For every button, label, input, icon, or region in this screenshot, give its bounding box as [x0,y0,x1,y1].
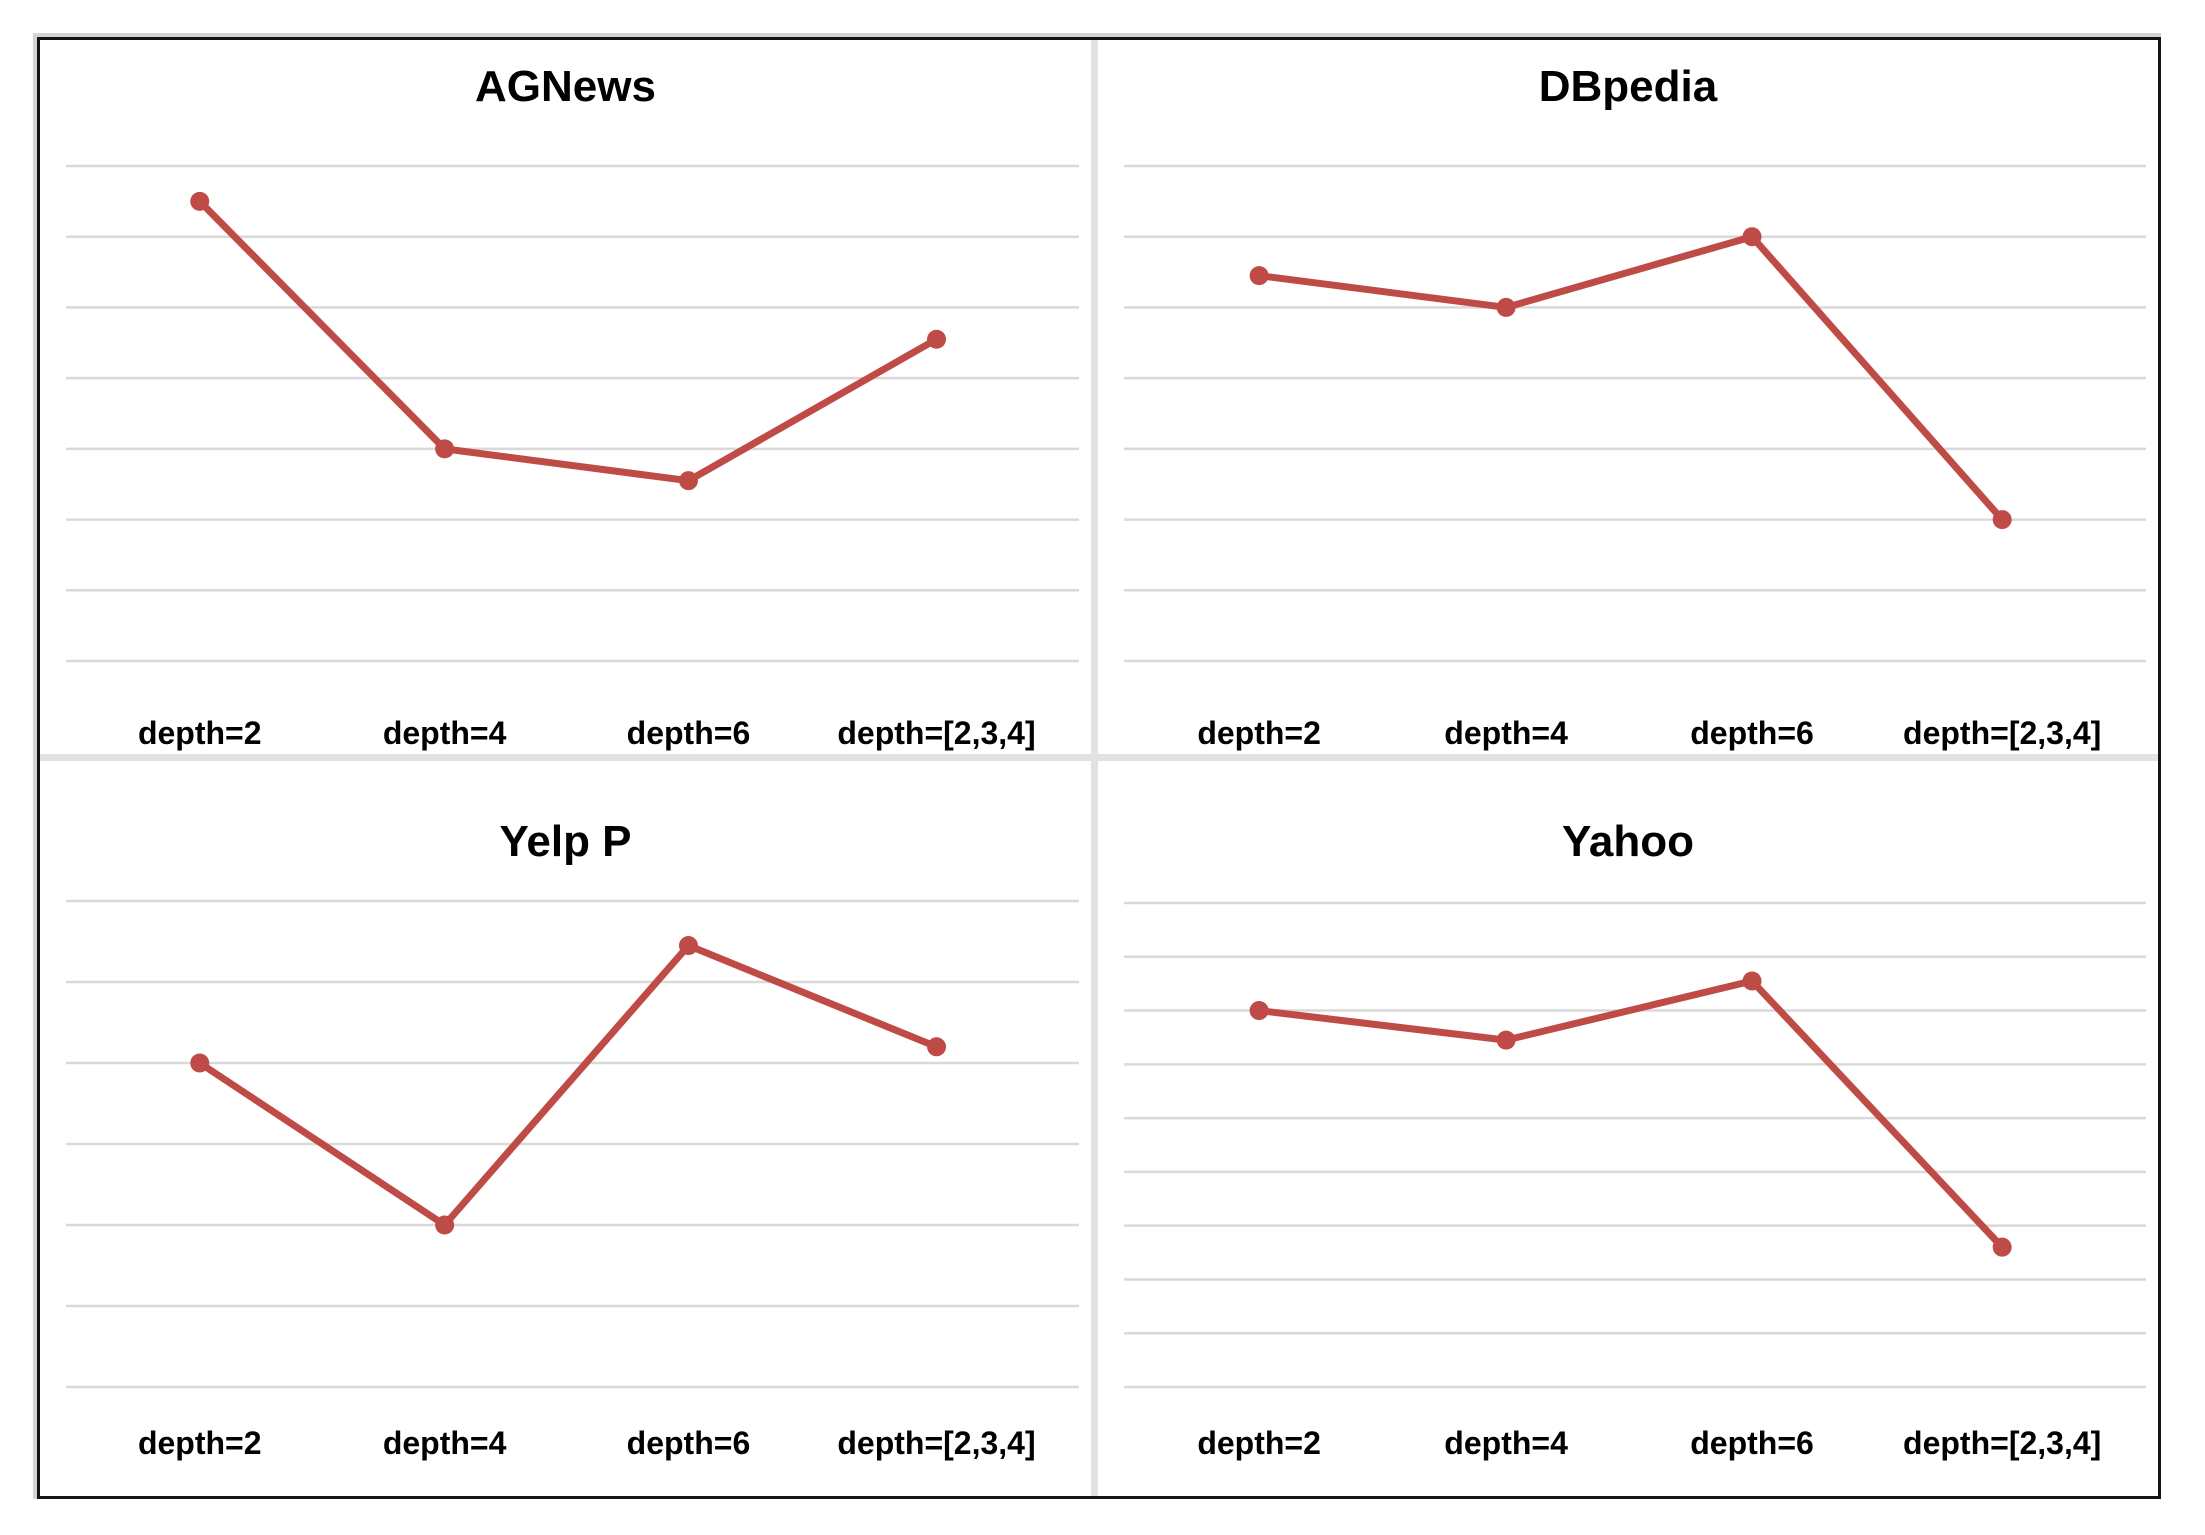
x-tick-label: depth=4 [1444,1425,1568,1461]
data-point-marker [435,439,455,459]
line-chart-yahoo [1124,901,2146,1389]
x-tick-label: depth=[2,3,4] [837,715,1036,751]
x-tick-label: depth=4 [382,1425,507,1461]
chart-title-yahoo: Yahoo [1561,817,1695,866]
line-chart-dbpedia [1124,164,2146,663]
data-point-marker [1496,297,1516,317]
x-tick-label: depth=6 [626,715,751,751]
x-tick-label: depth=2 [137,1425,262,1461]
data-point-marker [1742,971,1762,991]
chart-title-dbpedia: DBpedia [1538,62,1718,111]
data-point-marker [1496,1030,1516,1050]
data-point-marker [678,471,698,491]
data-point-marker [1249,1001,1269,1021]
data-point-marker [190,191,210,211]
chart-title-agnews: AGNews [475,62,656,111]
series-line [196,197,941,485]
x-tick-label: depth=2 [1197,715,1321,751]
series-line [196,942,941,1229]
x-tick-label: depth=4 [382,715,507,751]
data-point-marker [1742,227,1762,247]
data-point-marker [190,1053,210,1073]
line-chart-agnews [66,164,1079,663]
x-tick-label: depth=6 [1690,1425,1814,1461]
data-point-marker [1249,266,1269,286]
line-chart-yelp-p [66,899,1079,1389]
data-point-marker [1992,510,2012,530]
x-tick-label: depth=2 [1197,1425,1321,1461]
data-point-marker [927,329,947,349]
x-tick-label: depth=[2,3,4] [837,1425,1036,1461]
x-tick-label: depth=[2,3,4] [1903,1425,2102,1461]
chart-panel-dbpedia: DBpedia depth=2 depth=4 depth=6 depth=[2… [1098,40,2158,754]
chart-panel-yelp-p: Yelp P depth=2 depth=4 depth=6 depth=[2,… [40,761,1091,1496]
series-line [1255,977,2006,1251]
data-point-marker [678,936,698,956]
chart-panel-agnews: AGNews depth=2 depth=4 depth=6 depth=[2,… [40,40,1091,754]
series-line [1255,233,2006,524]
chart-grid-frame: AGNews depth=2 depth=4 depth=6 depth=[2,… [37,37,2161,1499]
chart-panel-yahoo: Yahoo depth=2 depth=4 depth=6 depth=[2,3… [1098,761,2158,1496]
data-point-marker [927,1037,947,1057]
x-tick-label: depth=2 [137,715,262,751]
x-tick-label: depth=4 [1444,715,1568,751]
x-tick-label: depth=[2,3,4] [1903,715,2102,751]
chart-title-yelp-p: Yelp P [499,817,632,866]
x-tick-label: depth=6 [1690,715,1814,751]
data-point-marker [1992,1237,2012,1257]
x-tick-label: depth=6 [626,1425,751,1461]
data-point-marker [435,1215,455,1235]
